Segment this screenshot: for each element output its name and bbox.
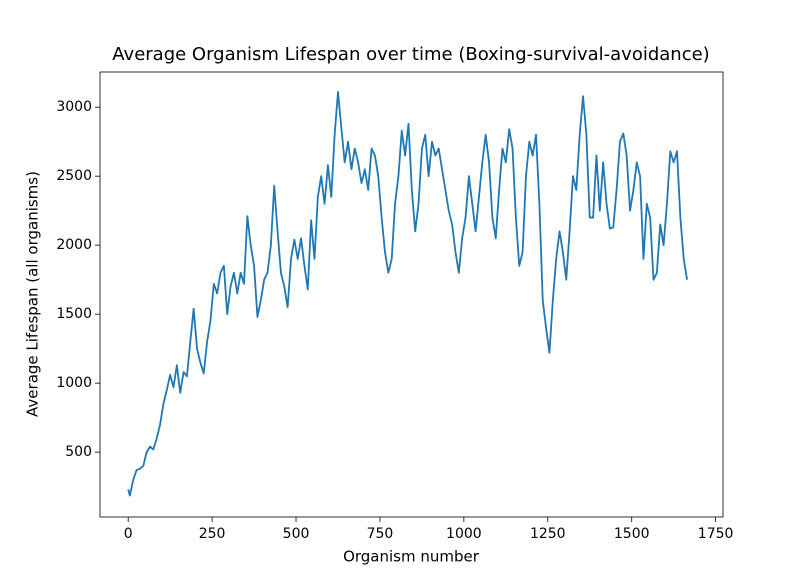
y-axis-label: Average Lifespan (all organisms) <box>24 171 42 417</box>
chart-title: Average Organism Lifespan over time (Box… <box>112 44 709 65</box>
y-tick-label: 500 <box>65 444 92 460</box>
x-tick-label: 0 <box>124 526 133 542</box>
y-tick-label: 3000 <box>56 99 92 115</box>
y-tick-label: 1000 <box>56 375 92 391</box>
x-tick-label: 250 <box>199 526 226 542</box>
x-tick-label: 1000 <box>446 526 482 542</box>
x-tick-label: 500 <box>283 526 310 542</box>
y-tick-label: 2000 <box>56 237 92 253</box>
y-tick-label: 1500 <box>56 306 92 322</box>
x-tick-label: 1750 <box>698 526 734 542</box>
x-tick-label: 1500 <box>614 526 650 542</box>
plot-frame <box>99 71 724 518</box>
x-tick-label: 1250 <box>530 526 566 542</box>
data-line <box>127 91 688 497</box>
x-tick-label: 750 <box>367 526 394 542</box>
y-tick-label: 2500 <box>56 168 92 184</box>
x-axis-label: Organism number <box>343 548 480 566</box>
